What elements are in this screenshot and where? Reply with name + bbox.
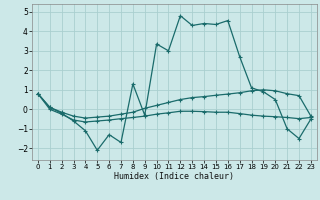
X-axis label: Humidex (Indice chaleur): Humidex (Indice chaleur) xyxy=(115,172,234,181)
